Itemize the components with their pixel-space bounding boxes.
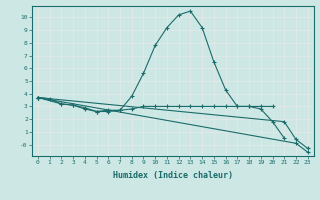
X-axis label: Humidex (Indice chaleur): Humidex (Indice chaleur)	[113, 171, 233, 180]
